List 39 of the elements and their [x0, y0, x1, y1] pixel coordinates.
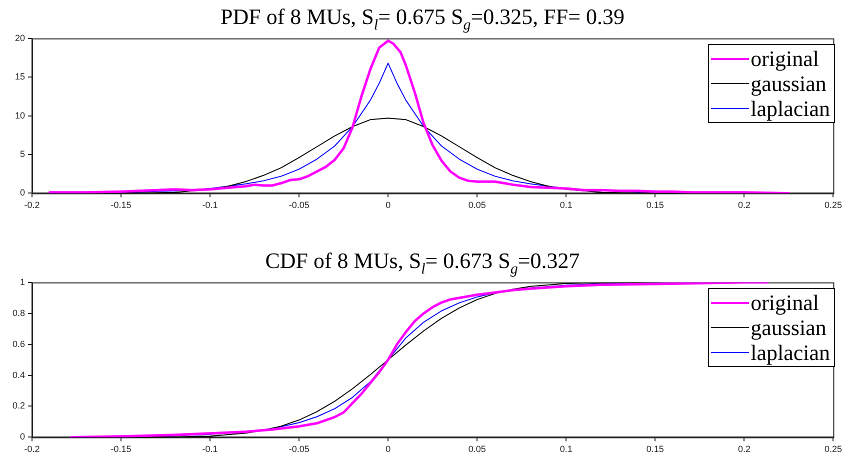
y-tick-label: 10 [14, 110, 25, 120]
x-tick-label: 0.25 [824, 200, 842, 210]
x-tick-label: -0.15 [110, 200, 132, 210]
y-tick-label: 0.4 [12, 370, 25, 380]
chart-title: CDF of 8 MUs, S$_{l}$= 0.673 S$_{g}$=0.327 [264, 248, 581, 278]
x-tick-label: 0.15 [646, 200, 664, 210]
x-tick-label: -0.2 [24, 200, 40, 210]
y-tick-label: 0 [20, 188, 25, 198]
y-tick-label: 5 [20, 148, 25, 159]
legend-label: laplacian [750, 340, 830, 365]
x-tick-label: -0.15 [110, 444, 132, 454]
x-tick-label: 0 [386, 444, 391, 454]
x-tick-label: 0.25 [824, 444, 842, 454]
x-tick-label: -0.1 [202, 444, 218, 454]
y-tick-label: 0 [20, 432, 25, 442]
x-tick-label: -0.05 [288, 200, 310, 210]
x-tick-label: 0.2 [738, 200, 750, 210]
y-tick-label: 0.6 [12, 338, 25, 349]
y-tick-label: 15 [14, 72, 25, 82]
x-tick-label: 0.05 [468, 444, 486, 454]
x-tick-label: 0 [386, 200, 391, 210]
x-tick-label: 0.2 [738, 444, 750, 454]
x-tick-label: 0.15 [646, 444, 664, 454]
y-tick-label: 0.8 [12, 308, 25, 318]
legend-label: original [750, 290, 820, 315]
x-tick-label: 0.05 [468, 200, 486, 210]
y-tick-label: 20 [14, 32, 25, 43]
legend-label: original [750, 46, 820, 71]
x-tick-label: 0.1 [560, 200, 572, 210]
chart-title: PDF of 8 MUs, S$_{l}$= 0.675 S$_{g}$=0.325, FF= 0.39 [219, 4, 626, 34]
legend-label: laplacian [750, 96, 830, 121]
y-tick-label: 1 [20, 276, 25, 287]
x-tick-label: -0.1 [202, 200, 218, 210]
x-tick-label: -0.05 [288, 444, 310, 454]
x-tick-label: -0.2 [24, 444, 40, 454]
legend-label: gaussian [750, 71, 826, 96]
x-tick-label: 0.1 [560, 444, 572, 454]
legend-label: gaussian [750, 315, 826, 340]
y-tick-label: 0.2 [12, 400, 25, 411]
